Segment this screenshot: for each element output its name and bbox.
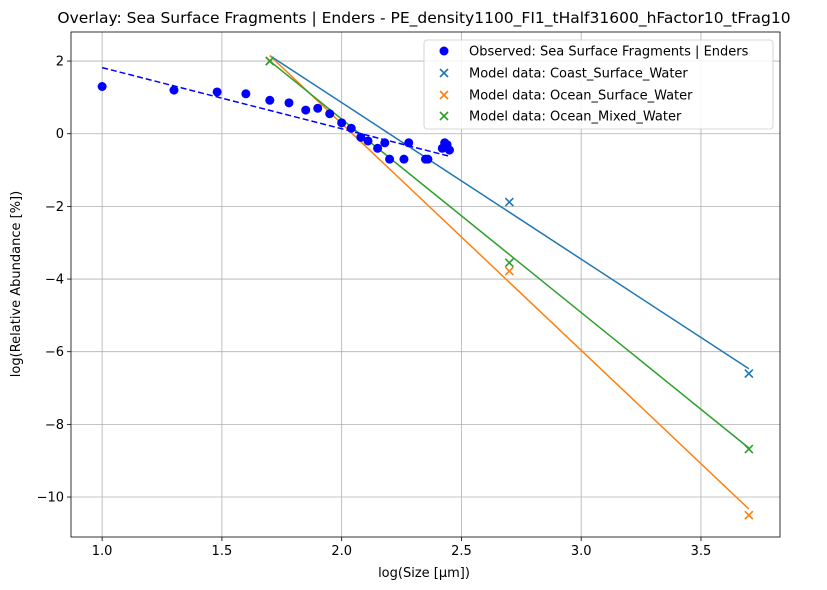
y-tick-label: −8 <box>45 418 64 433</box>
model-point <box>744 510 754 520</box>
observed-point <box>284 98 294 108</box>
legend-model-label: Model data: Ocean_Mixed_Water <box>469 110 682 125</box>
model-point <box>504 197 514 207</box>
legend-model-marker <box>439 111 449 121</box>
x-tick-label: 2.0 <box>331 544 352 559</box>
observed-point <box>423 154 433 164</box>
axes-frame <box>70 31 781 538</box>
observed-point <box>385 154 395 164</box>
legend-model-label: Model data: Ocean_Surface_Water <box>469 89 693 104</box>
observed-point <box>444 145 454 155</box>
model-point <box>744 444 754 454</box>
legend-model-marker <box>439 68 449 78</box>
model-point <box>265 56 275 66</box>
x-tick-label: 1.0 <box>92 544 113 559</box>
observed-point <box>212 87 222 97</box>
observed-point <box>380 138 390 148</box>
model-point <box>504 266 514 276</box>
plot-area: 1.0 1.5 2.0 2.5 3.0 3.5 2 0 −2 −4 −6 −8 −10 <box>37 31 781 559</box>
y-axis-label: log(Relative Abundance [%]) <box>9 191 24 377</box>
observed-fit-line <box>101 66 450 157</box>
observed-point <box>325 109 335 119</box>
legend-box <box>423 39 774 130</box>
chart-title: Overlay: Sea Surface Fragments | Enders … <box>57 9 790 28</box>
x-tick-label: 2.5 <box>451 544 472 559</box>
y-tick-label: 0 <box>56 127 64 142</box>
observed-point <box>404 138 414 148</box>
observed-point <box>399 154 409 164</box>
legend: Observed: Sea Surface Fragments | Enders… <box>423 39 774 130</box>
legend-observed-label: Observed: Sea Surface Fragments | Enders <box>469 45 749 60</box>
model-fit-line <box>269 54 750 370</box>
observed-point <box>346 123 356 133</box>
y-tick-label: −4 <box>45 273 64 288</box>
observed-point <box>97 81 107 91</box>
x-tick-label: 1.5 <box>212 544 233 559</box>
observed-point <box>313 103 323 113</box>
x-tick-label: 3.5 <box>691 544 712 559</box>
legend-model-label: Model data: Coast_Surface_Water <box>469 67 688 82</box>
observed-point <box>241 89 251 99</box>
x-tick-label: 3.0 <box>571 544 592 559</box>
observed-point <box>301 105 311 115</box>
y-tick-label: 2 <box>56 55 64 70</box>
legend-observed-marker <box>439 46 449 56</box>
legend-model-marker <box>439 90 449 100</box>
y-tick-label: −10 <box>37 491 64 506</box>
model-point <box>744 368 754 379</box>
observed-point <box>363 136 373 146</box>
x-axis-label: log(Size [µm]) <box>378 566 470 581</box>
y-tick-label: −2 <box>45 200 64 215</box>
observed-point <box>265 95 275 105</box>
observed-point <box>337 118 347 128</box>
observed-point <box>373 143 383 153</box>
observed-point <box>440 138 450 148</box>
observed-point <box>169 85 179 95</box>
y-tick-label: −6 <box>45 345 64 360</box>
model-point <box>504 258 514 268</box>
observed-point <box>356 132 366 142</box>
